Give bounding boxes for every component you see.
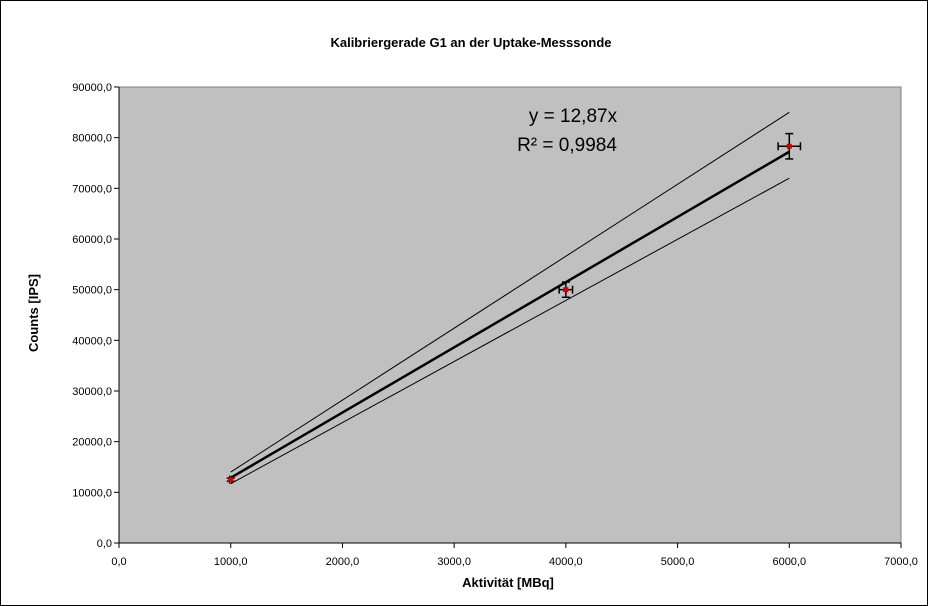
x-tick-label: 0,0 [111, 556, 126, 568]
y-tick-label: 10000,0 [72, 487, 112, 499]
confidence-lower-line [230, 177, 790, 485]
x-tick-label: 2000,0 [326, 556, 360, 568]
points-layer [226, 132, 802, 484]
data-point [228, 477, 234, 483]
y-axis-title: Counts [IPS] [26, 274, 41, 352]
y-tick-label: 20000,0 [72, 437, 112, 449]
x-tick-label: 7000,0 [884, 556, 918, 568]
chart-title: Kalibriergerade G1 an der Uptake-Messson… [330, 35, 611, 50]
data-point [786, 143, 792, 149]
x-tick-label: 3000,0 [437, 556, 471, 568]
y-tick-label: 50000,0 [72, 285, 112, 297]
x-tick-label: 6000,0 [772, 556, 806, 568]
data-point [563, 287, 569, 293]
y-tick-label: 0,0 [97, 538, 112, 550]
y-tick-label: 70000,0 [72, 183, 112, 195]
x-tick-label: 1000,0 [214, 556, 248, 568]
x-axis-title: Aktivität [MBq] [462, 575, 554, 590]
r-squared-label: R² = 0,9984 [517, 135, 617, 156]
y-tick-label: 90000,0 [72, 82, 112, 94]
y-tick-label: 60000,0 [72, 234, 112, 246]
y-tick-label: 30000,0 [72, 386, 112, 398]
x-axis-ticks: 0,0 1000,0 2000,0 3000,0 4000,0 5000,0 6000,0 7… [111, 542, 918, 568]
fit-line [230, 150, 790, 479]
equation-label: y = 12,87x [529, 106, 618, 127]
y-tick-label: 40000,0 [72, 335, 112, 347]
x-tick-label: 5000,0 [661, 556, 695, 568]
lines-layer [230, 111, 790, 485]
x-tick-label: 4000,0 [549, 556, 583, 568]
confidence-upper-line [230, 111, 790, 473]
y-axis-ticks: 0,0 10000,0 20000,0 30000,0 40000,0 50000,0 60… [72, 82, 120, 550]
y-tick-label: 80000,0 [72, 133, 112, 145]
